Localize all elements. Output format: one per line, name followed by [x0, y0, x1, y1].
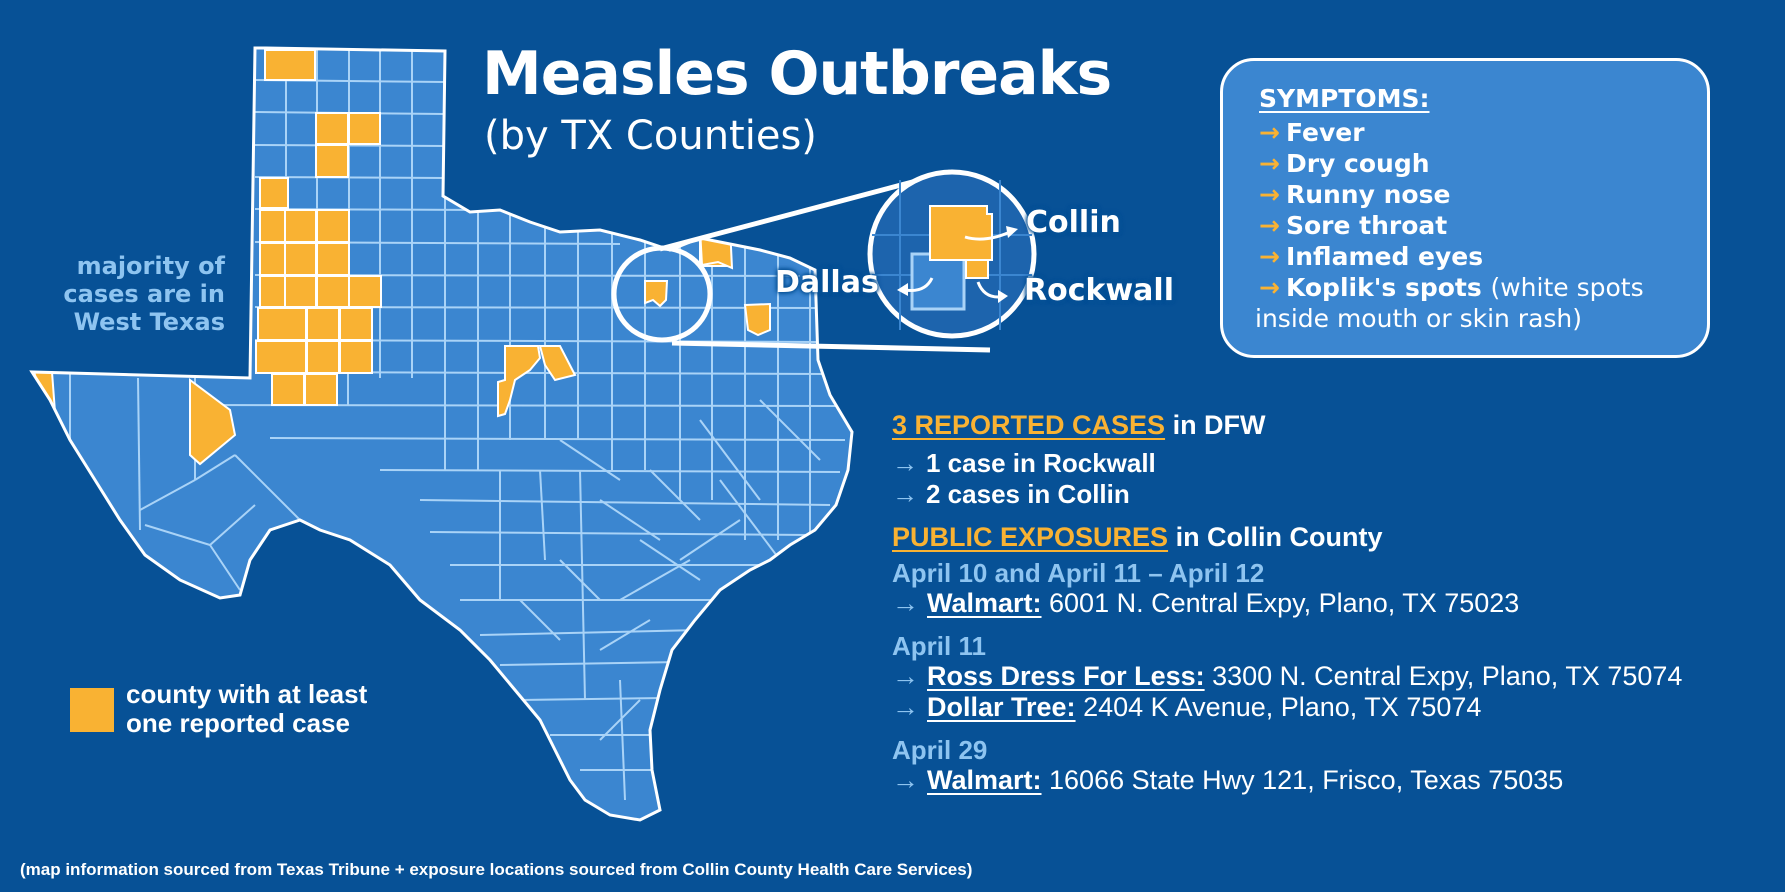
- symptoms-heading: SYMPTOMS:: [1259, 84, 1430, 113]
- arrow-right-icon: →: [892, 692, 919, 722]
- rockwall-label: Rockwall: [1024, 273, 1174, 308]
- exposure-location: → Walmart: 16066 State Hwy 121, Frisco, T…: [892, 765, 1564, 795]
- symptom-note: inside mouth or skin rash): [1255, 304, 1583, 333]
- exposure-date: April 29: [892, 735, 988, 765]
- exposure-location: → Ross Dress For Less: 3300 N. Central Ex…: [892, 661, 1683, 691]
- case-item: → 2 cases in Collin: [892, 479, 1130, 509]
- page-title: Measles Outbreaks: [482, 39, 1112, 109]
- arrow-right-icon: →: [1259, 180, 1280, 209]
- symptom-item: → Koplik's spots (white spots: [1259, 273, 1644, 302]
- info-panel: 3 REPORTED CASES in DFW → 1 case in Rockw…: [892, 408, 1772, 796]
- arrow-right-icon: →: [892, 661, 919, 691]
- symptom-item: → Dry cough: [1259, 149, 1430, 178]
- arrow-right-icon: →: [1259, 149, 1280, 178]
- symptom-item: → Fever: [1259, 118, 1365, 147]
- symptom-item: → Runny nose: [1259, 180, 1451, 209]
- dallas-label: Dallas: [775, 265, 879, 300]
- arrow-right-icon: →: [892, 479, 918, 509]
- arrow-right-icon: →: [892, 588, 919, 618]
- arrow-right-icon: →: [892, 765, 919, 795]
- dfw-zoom-callout: [867, 169, 1037, 339]
- symptom-item: → Inflamed eyes: [1259, 242, 1484, 271]
- source-footnote: (map information sourced from Texas Trib…: [20, 860, 973, 879]
- legend-label: county with at least one reported case: [126, 679, 368, 738]
- west-texas-annotation: majority of cases are in West Texas: [63, 252, 225, 336]
- dallas-county-shape: [910, 252, 966, 311]
- rockwall-county-shape: [965, 259, 989, 279]
- exposures-heading: PUBLIC EXPOSURES in Collin County: [892, 522, 1383, 552]
- case-item: → 1 case in Rockwall: [892, 448, 1156, 478]
- exposure-location: → Walmart: 6001 N. Central Expy, Plano, T…: [892, 588, 1520, 618]
- arrow-right-icon: →: [892, 448, 918, 478]
- exposure-date: April 11: [892, 631, 986, 661]
- county-grid: [32, 48, 846, 801]
- arrow-right-icon: →: [1259, 211, 1280, 240]
- outbreak-counties: [32, 49, 771, 466]
- legend-swatch-outbreak: [70, 688, 114, 732]
- collin-label: Collin: [1026, 205, 1121, 240]
- arrow-right-icon: →: [1259, 242, 1280, 271]
- symptoms-box: SYMPTOMS: → Fever → Dry cough → Runny nose …: [1220, 58, 1710, 358]
- arrow-right-icon: →: [1259, 118, 1280, 147]
- exposure-location: → Dollar Tree: 2404 K Avenue, Plano, TX 7…: [892, 692, 1482, 722]
- symptom-item: → Sore throat: [1259, 211, 1448, 240]
- collin-county-shape: [929, 205, 993, 261]
- page-subtitle: (by TX Counties): [484, 113, 817, 159]
- exposure-date: April 10 and April 11 – April 12: [892, 558, 1265, 588]
- cases-heading: 3 REPORTED CASES in DFW: [892, 410, 1266, 440]
- arrow-right-icon: →: [1259, 273, 1280, 302]
